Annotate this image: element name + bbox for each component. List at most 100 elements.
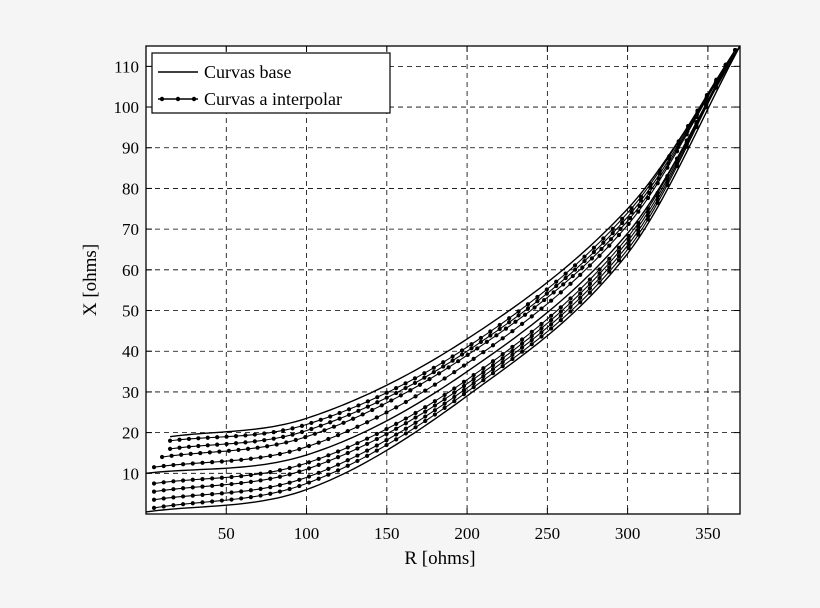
interp-point (365, 420, 370, 425)
y-tick-label: 20 (122, 424, 139, 443)
interp-point (224, 441, 229, 447)
interp-point (248, 488, 253, 493)
interp-point (171, 503, 176, 508)
interp-point (360, 412, 365, 417)
interp-point (626, 237, 631, 243)
interp-point (432, 399, 438, 404)
interp-point (578, 287, 583, 292)
x-axis-label: R [ohms] (404, 548, 475, 569)
interp-point (674, 149, 680, 154)
interp-point (375, 400, 380, 405)
interp-point (374, 448, 379, 453)
interp-point (626, 221, 631, 226)
interp-point (459, 348, 465, 353)
interp-point (432, 382, 438, 387)
interp-point (161, 463, 166, 469)
interp-point (442, 397, 447, 402)
interp-point (180, 462, 186, 467)
interp-point (417, 382, 423, 387)
base-curve-0 (169, 45, 741, 438)
interp-point (408, 388, 413, 393)
interp-point (558, 318, 563, 323)
interp-point (442, 392, 447, 398)
base-curve-2 (145, 45, 741, 513)
interp-point (219, 498, 224, 503)
series-layer (145, 45, 741, 513)
interp-point (326, 459, 331, 464)
interp-point (733, 47, 738, 53)
interp-point (481, 378, 486, 383)
interp-point (258, 493, 263, 498)
interp-point (412, 376, 418, 381)
interp-point (224, 434, 229, 439)
interp-point (638, 194, 644, 199)
interp-point (167, 438, 173, 443)
interp-point (171, 487, 176, 492)
interp-point (507, 320, 512, 325)
interp-point (161, 480, 166, 485)
interp-point (580, 265, 585, 270)
interp-point (610, 230, 615, 236)
interp-point (255, 445, 260, 450)
interp-point (277, 451, 283, 457)
interp-point (403, 416, 408, 421)
interp-point (655, 181, 660, 186)
interp-point (188, 451, 193, 456)
x-tick-label: 250 (535, 524, 561, 543)
x-tick-label: 350 (695, 524, 721, 543)
interp-point (268, 470, 273, 475)
interp-point (326, 472, 331, 477)
interp-point (316, 462, 321, 467)
interp-point (177, 445, 182, 450)
interp-point (542, 297, 547, 303)
interp-point (186, 436, 192, 442)
interp-point (607, 261, 612, 266)
interp-point (248, 479, 253, 484)
interp-point (452, 386, 457, 391)
interp-point (384, 438, 389, 443)
interp-point (287, 449, 292, 454)
interp-point (394, 390, 399, 396)
interp-point (629, 206, 634, 211)
interp-point (351, 416, 356, 421)
interp-point (268, 476, 273, 481)
interp-point (645, 195, 651, 201)
interp-point (490, 343, 496, 348)
interp-point (219, 491, 224, 496)
interp-point (346, 407, 352, 412)
y-tick-label: 70 (122, 220, 139, 239)
interp-point (442, 401, 447, 406)
interp-point (510, 352, 515, 357)
interp-point (229, 458, 234, 463)
y-tick-label: 30 (122, 383, 139, 402)
interp-point (616, 249, 622, 254)
legend-label-base: Curvas base (204, 62, 291, 82)
interp-point (544, 287, 549, 292)
interp-point (503, 326, 509, 331)
interp-point (365, 436, 370, 441)
interp-point (306, 466, 312, 471)
interp-point (384, 410, 389, 415)
interp-point (413, 394, 418, 399)
interp-point (519, 321, 525, 326)
interp-point (384, 390, 389, 395)
interp-point (469, 346, 474, 351)
interp-point (529, 314, 534, 319)
interp-point (287, 480, 292, 485)
interp-point (335, 449, 341, 454)
interp-point (616, 253, 622, 259)
interp-point (549, 298, 554, 303)
interp-point (326, 466, 331, 471)
interp-point (200, 500, 205, 505)
interp-point (345, 463, 350, 468)
interp-point (599, 246, 604, 252)
interp-point (529, 329, 534, 334)
interp-point (436, 371, 442, 376)
interp-point (413, 415, 418, 420)
interp-point (607, 256, 612, 261)
interp-point (582, 258, 587, 264)
interp-point (151, 489, 157, 494)
interp-point (568, 281, 573, 286)
interp-point (432, 412, 438, 417)
interp-point (636, 232, 641, 237)
